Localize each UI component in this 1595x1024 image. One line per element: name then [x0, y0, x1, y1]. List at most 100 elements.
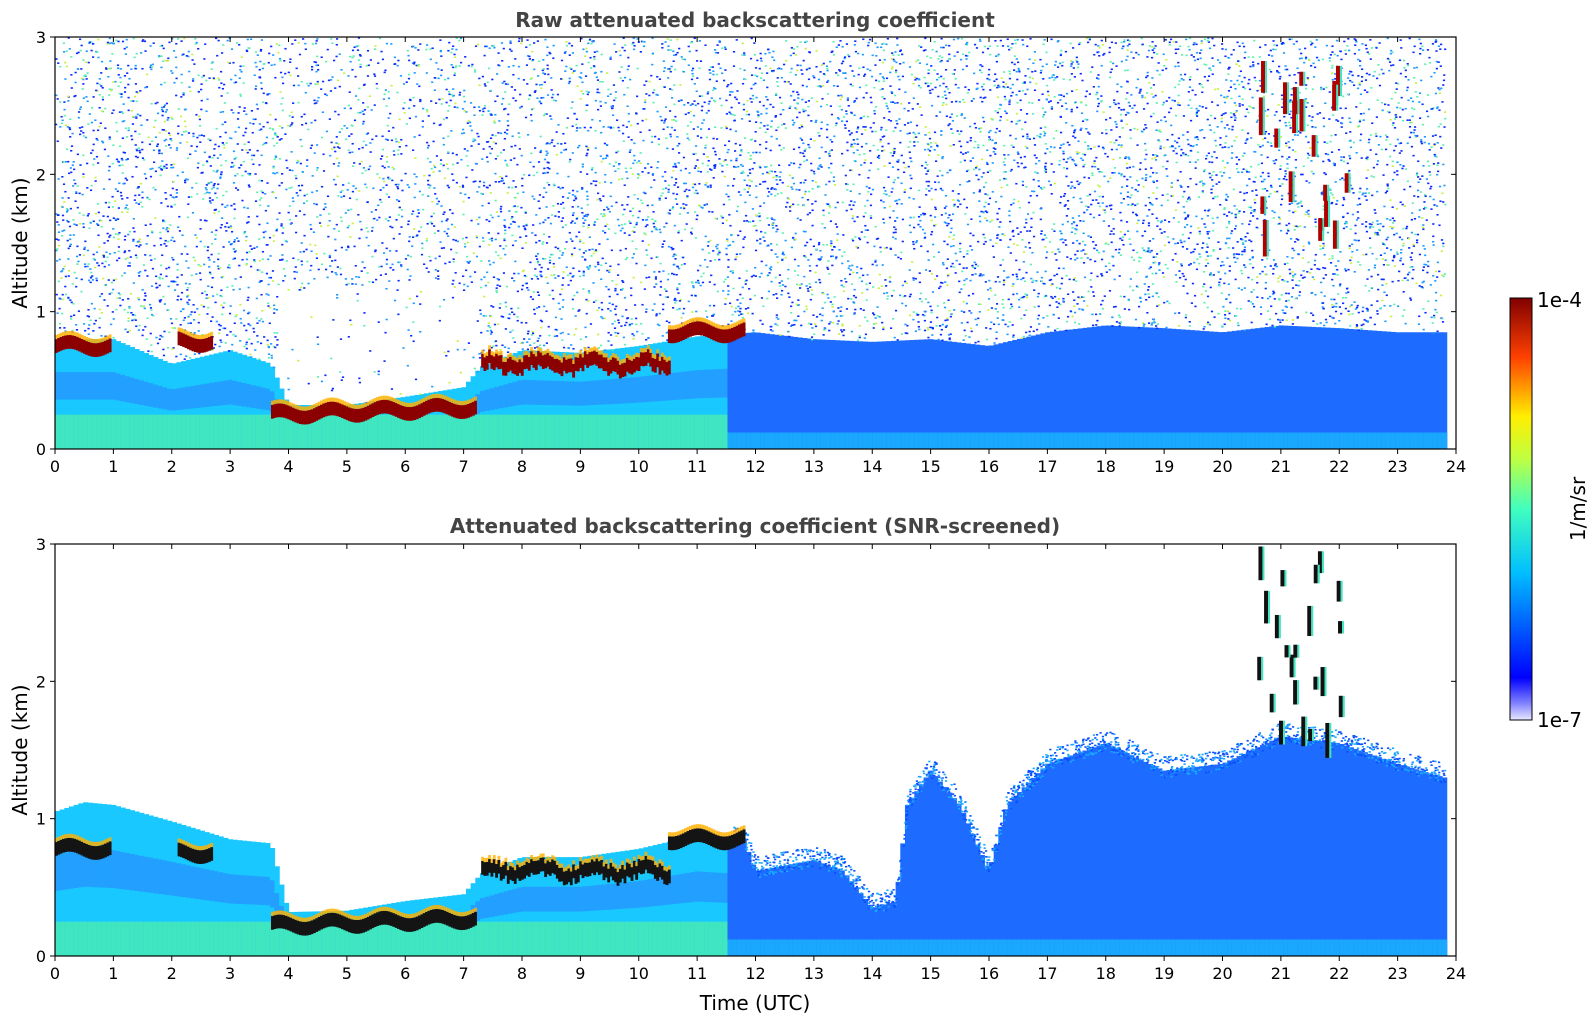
- noise-speck: [1159, 145, 1162, 148]
- noise-speck: [1230, 116, 1233, 119]
- noise-speck: [661, 46, 664, 49]
- noise-speck: [273, 63, 276, 66]
- noise-speck: [821, 84, 825, 87]
- noise-speck: [193, 63, 196, 65]
- noise-speck: [1120, 174, 1123, 177]
- noise-speck: [127, 64, 130, 67]
- noise-speck: [120, 194, 123, 197]
- noise-speck: [988, 197, 992, 200]
- mid-layer: [157, 385, 164, 409]
- noise-speck: [455, 48, 458, 51]
- noise-speck: [883, 117, 886, 119]
- noise-speck: [1353, 271, 1356, 273]
- noise-speck: [760, 113, 763, 115]
- noise-speck: [582, 274, 585, 277]
- noise-speck: [834, 206, 837, 209]
- noise-speck: [866, 229, 869, 231]
- noise-speck: [882, 186, 886, 189]
- noise-speck: [245, 258, 249, 261]
- noise-speck: [1020, 278, 1023, 281]
- noise-speck: [741, 170, 744, 173]
- noise-speck: [1073, 187, 1076, 189]
- noise-speck: [679, 84, 682, 86]
- noise-speck: [974, 263, 978, 266]
- noise-speck: [160, 152, 163, 155]
- noise-speck: [788, 164, 791, 166]
- noise-speck: [1281, 279, 1284, 281]
- noise-speck: [108, 42, 111, 45]
- noise-speck: [995, 337, 998, 340]
- noise-speck: [950, 101, 954, 103]
- signal-column: [1021, 337, 1027, 449]
- signal-column: [1329, 327, 1336, 449]
- noise-speck: [180, 40, 183, 42]
- noise-speck: [535, 255, 538, 258]
- noise-speck: [248, 174, 251, 176]
- noise-speck: [297, 101, 300, 104]
- signal-column: [774, 334, 780, 449]
- noise-speck: [789, 210, 792, 212]
- noise-speck: [320, 263, 324, 266]
- noise-speck: [1366, 158, 1369, 161]
- noise-speck: [1359, 264, 1362, 266]
- noise-speck: [177, 125, 180, 128]
- noise-speck: [1431, 322, 1434, 324]
- noise-speck: [452, 179, 455, 182]
- noise-speck: [1135, 86, 1138, 89]
- noise-speck: [1323, 253, 1326, 256]
- noise-speck: [691, 186, 695, 189]
- noise-speck: [354, 75, 357, 78]
- noise-speck: [1204, 226, 1207, 229]
- noise-speck: [1349, 79, 1352, 82]
- noise-speck: [355, 198, 358, 201]
- noise-speck: [234, 278, 237, 280]
- surface-band: [1423, 432, 1429, 449]
- noise-speck: [543, 73, 547, 75]
- noise-speck: [383, 71, 386, 74]
- noise-speck: [1422, 266, 1425, 268]
- noise-speck: [737, 165, 740, 168]
- noise-speck: [1096, 275, 1099, 278]
- noise-speck: [1040, 230, 1043, 232]
- noise-speck: [135, 115, 138, 118]
- noise-speck: [531, 330, 534, 333]
- noise-speck: [1015, 70, 1018, 73]
- noise-speck: [146, 317, 149, 319]
- noise-speck: [1048, 279, 1051, 282]
- surface-band: [1213, 432, 1219, 449]
- surface-band: [148, 414, 154, 449]
- noise-speck: [676, 287, 679, 289]
- noise-speck: [690, 41, 693, 44]
- noise-speck: [1391, 217, 1394, 220]
- noise-speck: [211, 316, 214, 318]
- noise-speck: [860, 145, 864, 148]
- noise-speck: [353, 162, 356, 164]
- noise-speck: [812, 170, 816, 173]
- noise-speck: [1307, 141, 1310, 144]
- noise-speck: [1095, 77, 1099, 79]
- mid-layer: [171, 389, 178, 411]
- noise-speck: [1292, 211, 1295, 214]
- noise-speck: [282, 226, 285, 229]
- noise-speck: [529, 261, 532, 264]
- noise-speck: [856, 138, 859, 141]
- surface-band: [181, 414, 187, 449]
- noise-speck: [1356, 304, 1359, 307]
- noise-speck: [667, 45, 670, 47]
- noise-speck: [382, 252, 386, 254]
- noise-speck: [892, 58, 895, 61]
- noise-speck: [1216, 216, 1219, 219]
- noise-speck: [105, 251, 108, 254]
- noise-speck: [1122, 198, 1126, 200]
- noise-speck: [653, 226, 656, 228]
- noise-speck: [1147, 247, 1150, 249]
- noise-speck: [1207, 41, 1211, 43]
- noise-speck: [805, 159, 808, 161]
- noise-speck: [218, 86, 221, 89]
- noise-speck: [1366, 188, 1369, 190]
- signal-column: [1241, 329, 1247, 449]
- noise-speck: [1081, 240, 1085, 243]
- noise-speck: [1426, 94, 1430, 96]
- noise-speck: [909, 231, 912, 234]
- noise-speck: [659, 262, 662, 265]
